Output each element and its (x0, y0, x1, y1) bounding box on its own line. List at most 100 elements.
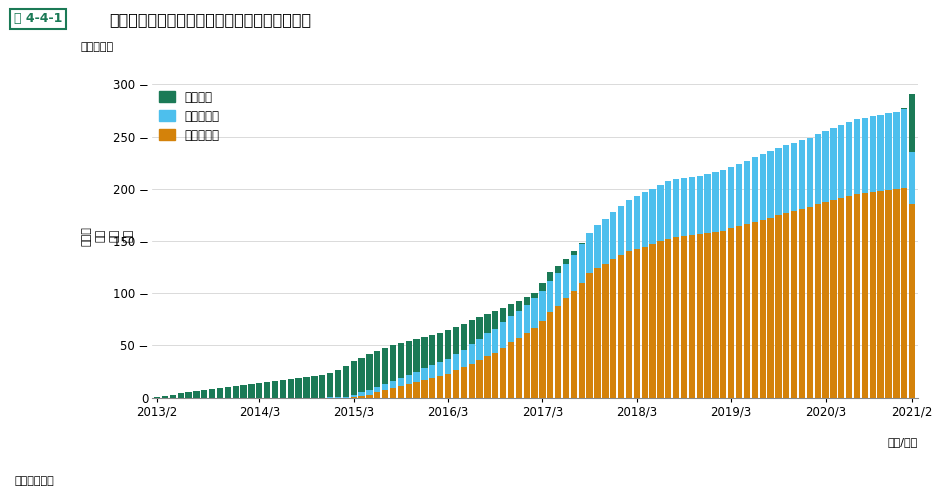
Bar (744, 224, 750, 398)
Bar (201, 390, 208, 398)
Bar (830, 200, 836, 398)
Bar (752, 222, 758, 398)
Bar (248, 384, 255, 398)
Bar (594, 268, 601, 398)
Bar (406, 375, 411, 384)
Bar (532, 299, 538, 327)
Bar (783, 213, 790, 398)
Bar (547, 312, 554, 398)
Bar (508, 342, 514, 398)
Bar (461, 367, 467, 398)
Bar (736, 164, 742, 226)
Bar (547, 273, 554, 281)
Bar (287, 379, 294, 398)
Bar (421, 368, 428, 380)
Text: 図 4-4-1: 図 4-4-1 (14, 12, 63, 25)
Bar (697, 176, 702, 234)
Bar (366, 390, 373, 394)
Bar (358, 358, 365, 392)
Bar (563, 259, 569, 264)
Bar (578, 283, 585, 398)
Bar (319, 375, 325, 398)
Bar (390, 381, 396, 388)
Bar (500, 323, 506, 348)
Bar (406, 341, 411, 375)
Legend: 搬入済量, 焼却処理済, 再生利用済: 搬入済量, 焼却処理済, 再生利用済 (154, 86, 225, 146)
Bar (421, 380, 428, 398)
Bar (374, 387, 380, 392)
Bar (453, 371, 459, 398)
Bar (799, 140, 805, 209)
Bar (807, 207, 813, 398)
Bar (429, 378, 435, 398)
Bar (532, 293, 538, 299)
Bar (351, 394, 356, 397)
Bar (759, 154, 766, 220)
Bar (878, 191, 884, 398)
Bar (421, 337, 428, 368)
Bar (869, 116, 876, 192)
Bar (657, 185, 664, 241)
Bar (712, 172, 719, 232)
Bar (508, 303, 514, 316)
Bar (342, 366, 349, 397)
Bar (406, 384, 411, 398)
Bar (186, 392, 191, 398)
Bar (862, 118, 868, 193)
Bar (587, 273, 592, 398)
Bar (351, 397, 356, 398)
Text: （万トン）: （万トン） (81, 42, 114, 52)
Bar (327, 373, 334, 397)
Bar (807, 137, 813, 207)
Bar (649, 244, 656, 398)
Bar (814, 204, 821, 398)
Bar (445, 374, 451, 398)
Bar (209, 389, 215, 398)
Bar (642, 192, 647, 247)
Bar (838, 125, 845, 198)
Bar (477, 360, 483, 398)
Bar (611, 259, 616, 398)
Bar (571, 251, 577, 254)
Bar (775, 148, 781, 215)
Bar (854, 119, 860, 194)
Bar (523, 305, 530, 333)
Bar (523, 333, 530, 398)
Text: 資料：環境省: 資料：環境省 (14, 476, 54, 486)
Bar (799, 209, 805, 398)
Bar (225, 387, 231, 398)
Bar (539, 283, 546, 291)
Bar (335, 371, 341, 397)
Bar (484, 333, 490, 356)
Bar (846, 122, 852, 196)
Bar (358, 396, 365, 398)
Bar (830, 128, 836, 200)
Bar (296, 378, 301, 398)
Bar (681, 178, 687, 236)
Bar (437, 376, 444, 398)
Bar (477, 339, 483, 360)
Bar (854, 194, 860, 398)
Bar (791, 211, 797, 398)
Bar (382, 348, 389, 384)
Bar (413, 339, 420, 372)
Bar (366, 354, 373, 390)
Bar (767, 151, 774, 218)
Bar (571, 291, 577, 398)
Bar (618, 254, 624, 398)
Bar (673, 237, 680, 398)
Bar (673, 179, 680, 237)
Bar (508, 316, 514, 342)
Bar (390, 388, 396, 398)
Bar (823, 132, 829, 202)
Bar (193, 391, 199, 398)
Bar (374, 392, 380, 398)
Bar (492, 353, 499, 398)
Bar (681, 236, 687, 398)
Bar (642, 247, 647, 398)
Bar (885, 190, 892, 398)
Bar (909, 204, 915, 398)
Bar (704, 233, 711, 398)
Bar (893, 111, 900, 189)
Bar (649, 189, 656, 244)
